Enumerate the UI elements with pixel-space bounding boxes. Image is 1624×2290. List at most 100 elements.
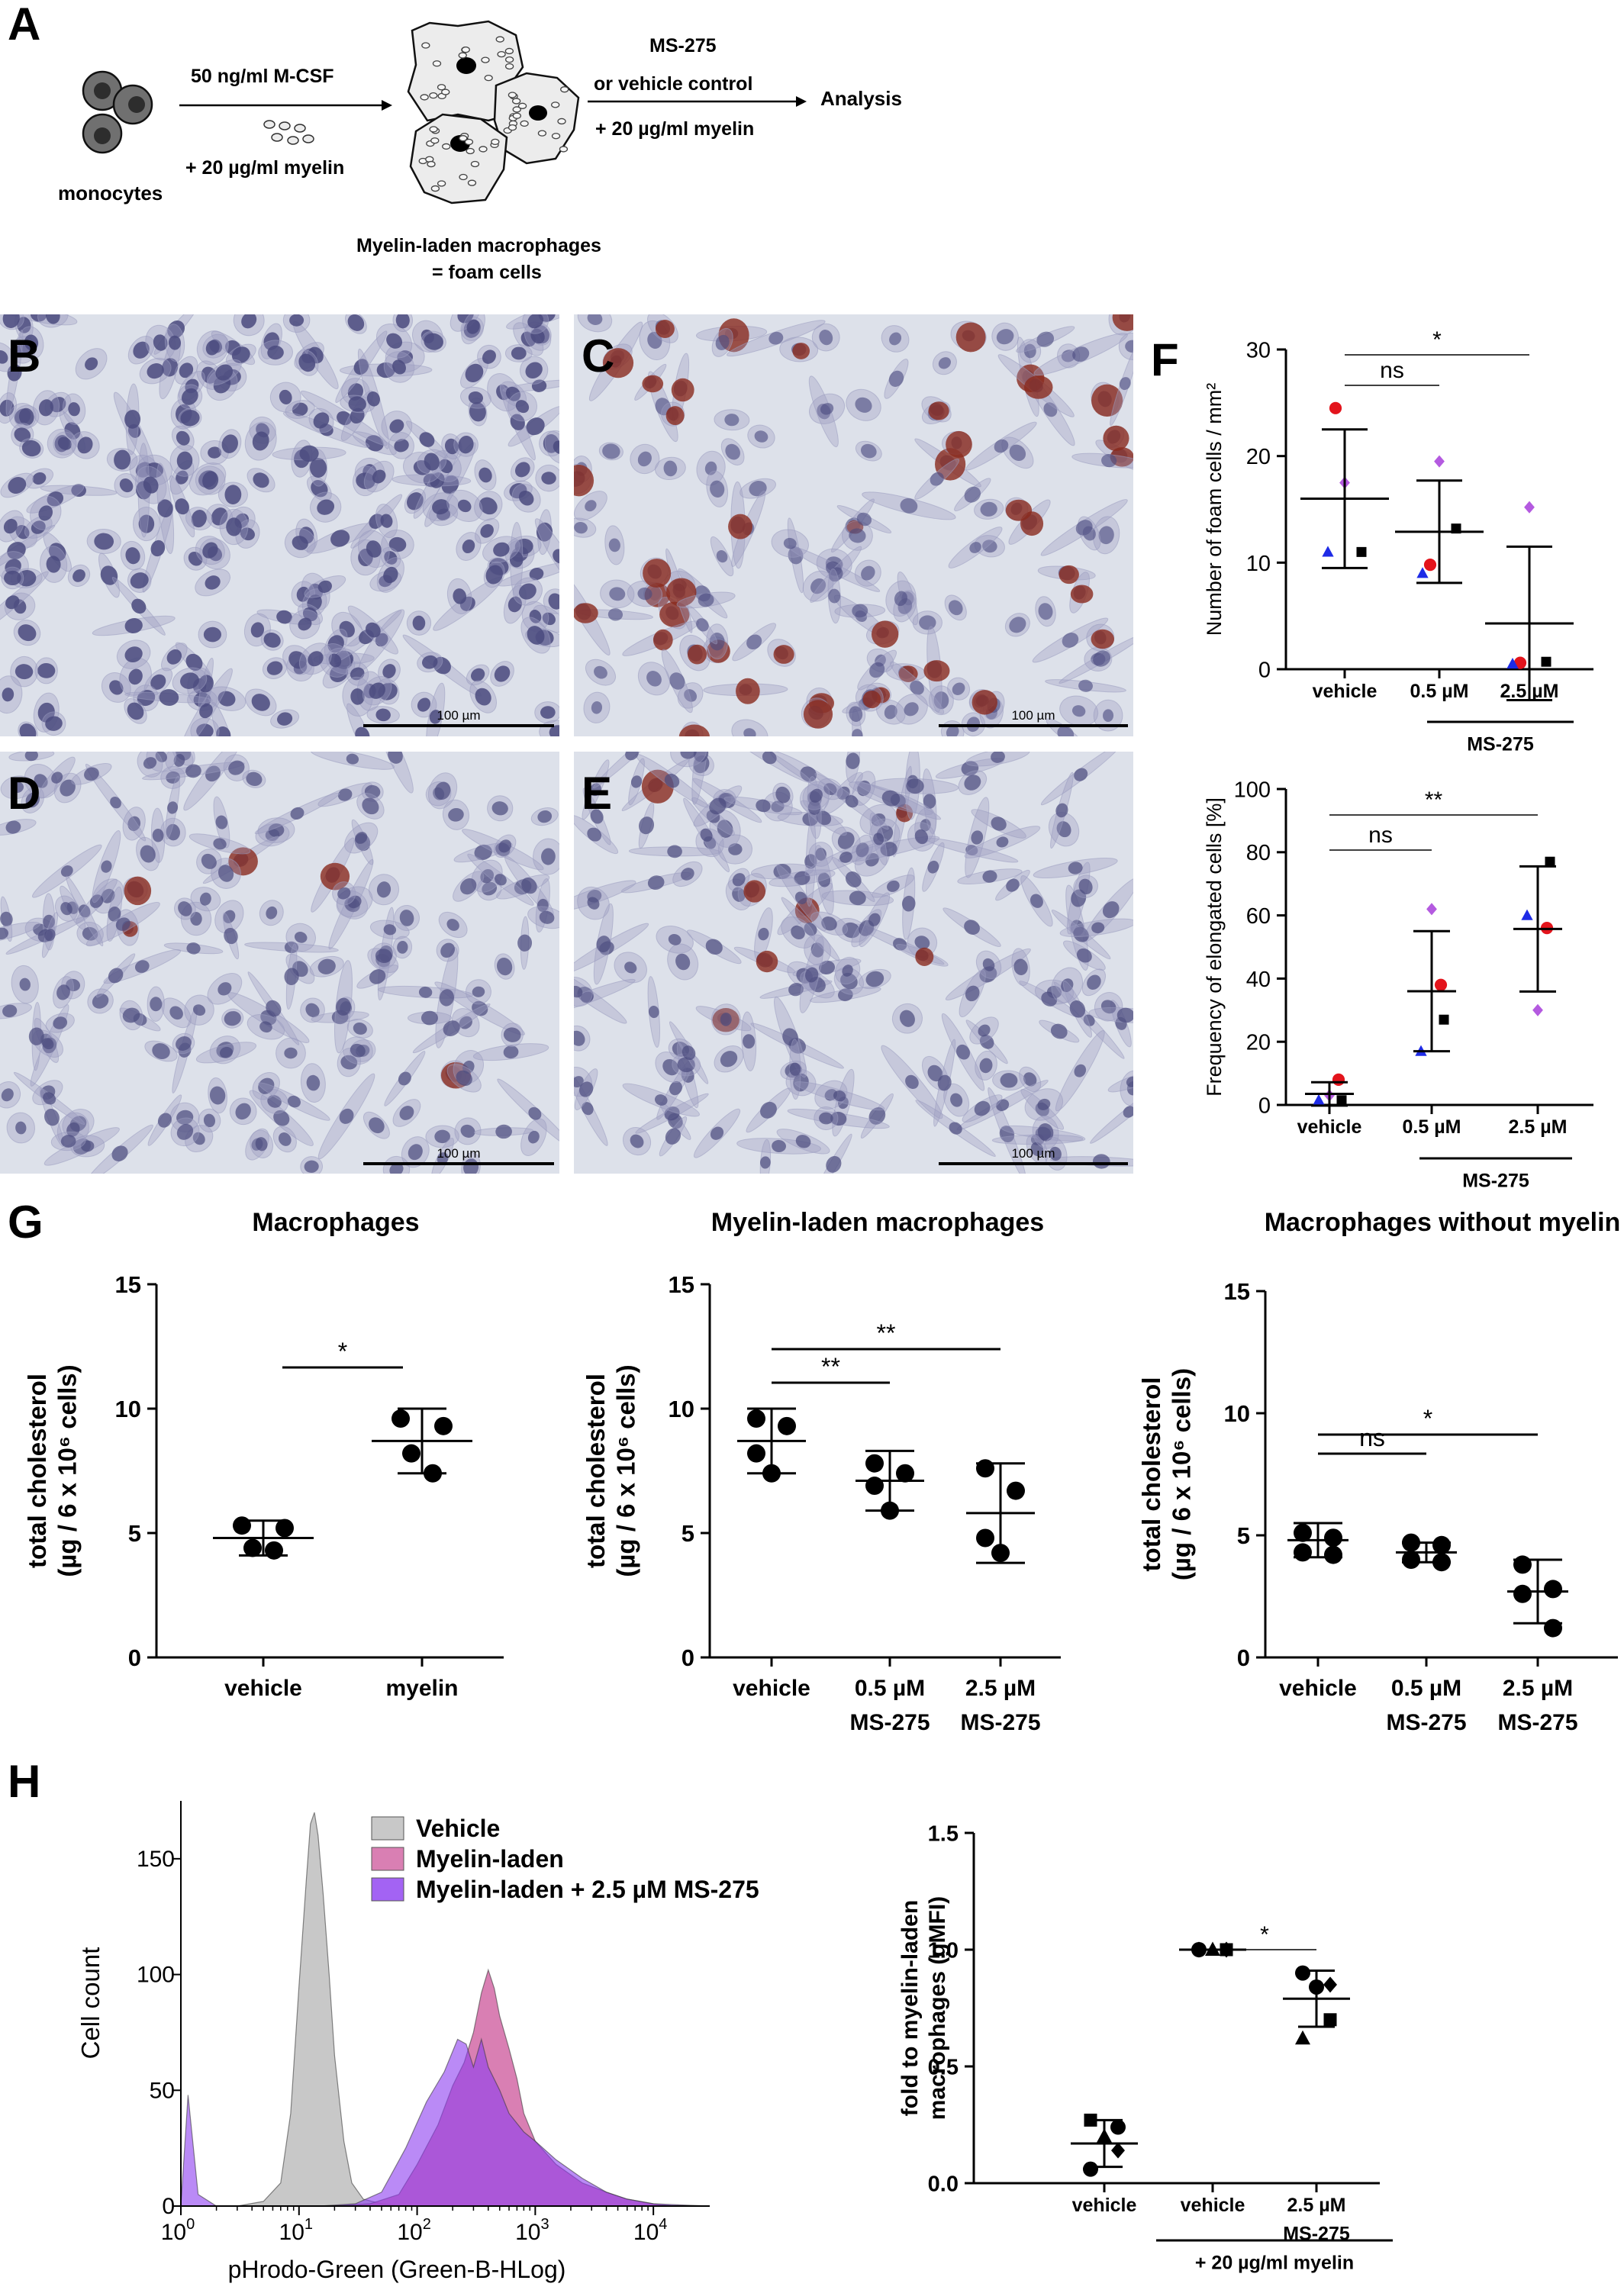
cell-nucleus <box>25 792 40 808</box>
cell-nucleus <box>125 547 140 565</box>
cell-nucleus <box>762 752 777 765</box>
cell-nucleus <box>348 396 366 412</box>
x-tick-label: vehicle <box>733 1676 810 1701</box>
cell-nucleus <box>920 819 931 832</box>
cell-nucleus <box>625 752 639 761</box>
lipid-droplet <box>1070 585 1094 604</box>
cell-nucleus <box>328 653 342 668</box>
cell-nucleus <box>202 471 219 490</box>
y-tick-label: 0 <box>682 1644 694 1671</box>
y-axis-label-line2: macrophages (gMFI) <box>925 1896 950 2120</box>
myelin-vesicle <box>470 160 480 168</box>
cell-nucleus <box>453 588 467 604</box>
cell-nucleus <box>517 934 533 952</box>
cell-nucleus <box>240 527 255 541</box>
cell-nucleus <box>246 771 263 787</box>
x-tick-exponent: 0 <box>186 2216 195 2233</box>
data-point <box>865 1454 884 1473</box>
myelin-vesicle <box>551 133 561 140</box>
cell-nucleus <box>421 655 438 669</box>
cell-nucleus <box>317 499 335 515</box>
cell-nucleus <box>647 875 665 891</box>
cell-nucleus <box>542 612 556 626</box>
cell-nucleus <box>495 1124 512 1139</box>
cell-nucleus <box>215 364 234 381</box>
data-point <box>1524 501 1535 514</box>
cell-nucleus <box>356 472 375 490</box>
cell-nucleus <box>974 1100 991 1116</box>
y-axis-label-line2: (µg / 6 x 10⁶ cells) <box>1168 1368 1196 1580</box>
cell-nucleus <box>514 462 530 478</box>
cell-nucleus <box>255 1137 268 1151</box>
cell-nucleus <box>166 771 180 784</box>
y-tick-label: 0 <box>1237 1644 1250 1671</box>
cell-nucleus <box>578 1081 594 1097</box>
x-tick-label: vehicle <box>1279 1676 1357 1701</box>
cell-nucleus <box>347 895 362 909</box>
cell-nucleus <box>971 830 984 845</box>
myelin-vesicle <box>495 36 504 43</box>
panel-letter-a: A <box>8 0 40 50</box>
data-point <box>1111 2142 1125 2159</box>
x-tick-label: MS-275 <box>960 1710 1040 1735</box>
cell-nucleus <box>188 551 203 566</box>
myelin-vesicle <box>430 185 440 192</box>
data-point <box>1356 546 1367 557</box>
myelin-vesicle <box>427 160 436 168</box>
lipid-droplet <box>743 880 766 903</box>
cell-nucleus <box>880 842 897 857</box>
cell-nucleus <box>51 771 63 784</box>
cell-nucleus <box>407 492 424 510</box>
cell-nucleus <box>143 476 159 494</box>
y-axis-label-line2: (µg / 6 x 10⁶ cells) <box>612 1364 640 1577</box>
cell-nucleus <box>1069 1000 1086 1018</box>
cell-nucleus <box>465 363 484 383</box>
data-point <box>1323 1976 1337 1993</box>
cell-nucleus <box>1078 679 1093 692</box>
cell-nucleus <box>498 839 512 853</box>
cell-nucleus <box>223 910 236 923</box>
x-tick-label: MS-275 <box>849 1710 930 1735</box>
cell-nucleus <box>7 542 26 560</box>
cell-nucleus <box>732 873 746 887</box>
cell-nucleus <box>419 432 435 447</box>
x-tick-label: vehicle <box>1181 2195 1245 2216</box>
cell-nucleus <box>991 752 1005 763</box>
lipid-droplet <box>736 678 760 704</box>
cell-nucleus <box>888 370 904 387</box>
cell-nucleus <box>337 411 352 426</box>
cell-nucleus <box>284 1047 298 1059</box>
cell-nucleus <box>42 1038 54 1050</box>
cell-nucleus <box>927 1064 943 1082</box>
cell-nucleus <box>0 927 8 940</box>
data-point <box>1513 1584 1532 1603</box>
cell-nucleus <box>482 349 496 364</box>
cell-nucleus <box>108 907 121 922</box>
data-point <box>1513 656 1527 669</box>
cell-nucleus <box>668 934 682 945</box>
cell-nucleus <box>7 364 22 382</box>
data-point <box>1336 1095 1347 1106</box>
cell-nucleus <box>150 997 163 1012</box>
cell-nucleus <box>833 1090 846 1102</box>
cell-nucleus <box>816 810 832 826</box>
cell-nucleus <box>1083 1014 1095 1026</box>
cell-nucleus <box>176 1123 194 1140</box>
cell-nucleus <box>2 1004 18 1018</box>
cell-nucleus <box>884 704 897 720</box>
cell-nucleus <box>1078 878 1093 895</box>
cell-nucleus <box>292 402 308 417</box>
cell-nucleus <box>72 569 85 582</box>
cell-nucleus <box>399 1106 414 1120</box>
cell-nucleus <box>150 539 166 557</box>
cell-nucleus <box>472 986 485 997</box>
cell-nucleus <box>14 427 31 443</box>
cell-nucleus <box>294 932 308 943</box>
cell-nucleus <box>794 871 810 885</box>
scale-bar-label: 100 µm <box>437 1146 480 1161</box>
cell-nucleus <box>203 1113 216 1128</box>
cell-nucleus <box>180 672 199 689</box>
cell-nucleus <box>380 514 393 528</box>
lipid-droplet <box>642 375 664 393</box>
lipid-droplet <box>652 629 673 651</box>
